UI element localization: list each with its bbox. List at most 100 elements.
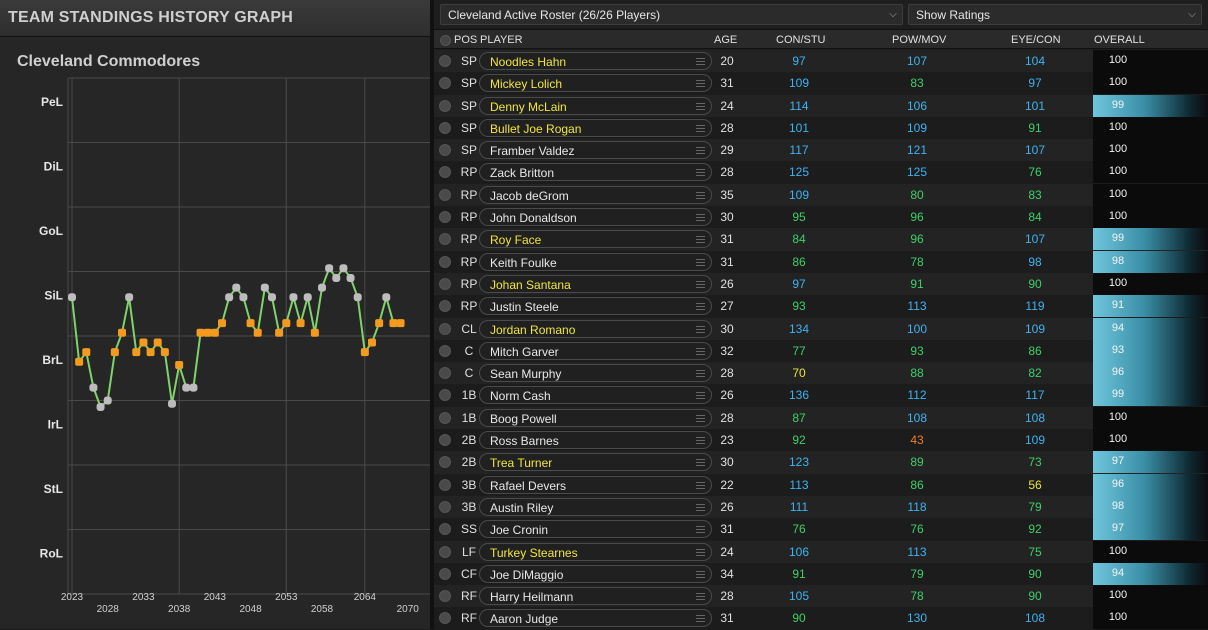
- row-select-toggle[interactable]: [439, 590, 451, 603]
- player-name-button[interactable]: Ross Barnes: [479, 431, 712, 450]
- row-select-toggle[interactable]: [439, 478, 451, 491]
- col-con-stu-header[interactable]: CON/STU: [776, 34, 826, 46]
- table-row[interactable]: 1B Boog Powell 28 87 108 108 100: [434, 406, 1208, 430]
- player-menu-icon[interactable]: [696, 191, 705, 201]
- player-name-button[interactable]: Johan Santana: [479, 274, 712, 293]
- col-pow-mov-header[interactable]: POW/MOV: [892, 34, 947, 46]
- table-row[interactable]: RP Justin Steele 27 93 113 119 91: [434, 295, 1208, 318]
- row-select-toggle[interactable]: [439, 500, 451, 513]
- row-select-toggle[interactable]: [439, 545, 451, 558]
- table-row[interactable]: CL Jordan Romano 30 134 100 109 94: [434, 317, 1208, 340]
- player-menu-icon[interactable]: [696, 392, 705, 401]
- player-name-button[interactable]: Rafael Devers: [479, 475, 712, 494]
- player-menu-icon[interactable]: [696, 124, 705, 134]
- player-name-button[interactable]: Sean Murphy: [479, 364, 712, 383]
- row-select-toggle[interactable]: [439, 233, 451, 246]
- table-row[interactable]: SP Noodles Hahn 20 97 107 104 100: [434, 50, 1208, 73]
- player-name-button[interactable]: John Donaldson: [479, 208, 712, 227]
- table-row[interactable]: RP Keith Foulke 31 86 78 98 98: [434, 250, 1208, 273]
- player-menu-icon[interactable]: [696, 280, 705, 290]
- row-select-toggle[interactable]: [439, 367, 451, 380]
- table-row[interactable]: LF Turkey Stearnes 24 106 113 75 100: [434, 540, 1208, 563]
- player-menu-icon[interactable]: [696, 258, 705, 268]
- player-menu-icon[interactable]: [696, 169, 705, 178]
- player-name-button[interactable]: Norm Cash: [479, 386, 712, 405]
- row-select-toggle[interactable]: [439, 389, 451, 402]
- player-name-button[interactable]: Joe DiMaggio: [479, 564, 712, 583]
- player-menu-icon[interactable]: [696, 370, 705, 379]
- player-menu-icon[interactable]: [696, 80, 705, 89]
- row-select-toggle[interactable]: [439, 612, 451, 625]
- table-row[interactable]: C Sean Murphy 28 70 88 82 96: [434, 362, 1208, 385]
- row-select-toggle[interactable]: [439, 121, 451, 134]
- player-name-button[interactable]: Jordan Romano: [479, 319, 712, 338]
- row-select-toggle[interactable]: [439, 300, 451, 313]
- table-row[interactable]: RP Zack Britton 28 125 125 76 100: [434, 161, 1208, 184]
- player-name-button[interactable]: Harry Heilmann: [479, 587, 712, 606]
- player-name-button[interactable]: Denny McLain: [479, 96, 712, 115]
- player-menu-icon[interactable]: [696, 503, 705, 513]
- row-select-toggle[interactable]: [439, 344, 451, 357]
- col-eye-con-header[interactable]: EYE/CON: [1011, 34, 1061, 46]
- table-row[interactable]: RP Jacob deGrom 35 109 80 83 100: [434, 183, 1208, 207]
- player-name-button[interactable]: Keith Foulke: [479, 252, 712, 271]
- row-select-toggle[interactable]: [439, 322, 451, 335]
- player-menu-icon[interactable]: [696, 347, 705, 357]
- row-select-toggle[interactable]: [439, 166, 451, 179]
- player-menu-icon[interactable]: [696, 481, 705, 491]
- table-row[interactable]: C Mitch Garver 32 77 93 86 93: [434, 339, 1208, 363]
- player-name-button[interactable]: Aaron Judge: [479, 609, 712, 628]
- player-menu-icon[interactable]: [696, 303, 705, 312]
- table-row[interactable]: RP John Donaldson 30 95 96 84 100: [434, 206, 1208, 229]
- player-name-button[interactable]: Mickey Lolich: [479, 74, 712, 93]
- row-select-toggle[interactable]: [439, 77, 451, 90]
- player-menu-icon[interactable]: [696, 236, 705, 245]
- table-row[interactable]: RF Aaron Judge 31 90 130 108 100: [434, 607, 1208, 630]
- player-menu-icon[interactable]: [696, 548, 705, 558]
- player-name-button[interactable]: Framber Valdez: [479, 141, 712, 160]
- table-row[interactable]: CF Joe DiMaggio 34 91 79 90 94: [434, 562, 1208, 586]
- view-mode-dropdown[interactable]: Show Ratings ⌵: [908, 4, 1202, 25]
- player-name-button[interactable]: Bullet Joe Rogan: [479, 118, 712, 137]
- roster-select-dropdown[interactable]: Cleveland Active Roster (26/26 Players) …: [440, 4, 903, 25]
- row-select-toggle[interactable]: [439, 411, 451, 424]
- col-overall-header[interactable]: OVERALL: [1094, 34, 1145, 46]
- player-name-button[interactable]: Jacob deGrom: [479, 185, 712, 204]
- table-row[interactable]: SP Framber Valdez 29 117 121 107 100: [434, 139, 1208, 162]
- player-menu-icon[interactable]: [696, 58, 705, 67]
- row-select-toggle[interactable]: [439, 55, 451, 67]
- player-menu-icon[interactable]: [696, 593, 705, 602]
- player-menu-icon[interactable]: [696, 147, 705, 156]
- table-row[interactable]: 3B Rafael Devers 22 113 86 56 96: [434, 473, 1208, 496]
- table-row[interactable]: RP Johan Santana 26 97 91 90 100: [434, 272, 1208, 296]
- player-name-button[interactable]: Boog Powell: [479, 408, 712, 427]
- table-row[interactable]: 2B Trea Turner 30 123 89 73 97: [434, 451, 1208, 474]
- row-select-toggle[interactable]: [439, 567, 451, 580]
- player-name-button[interactable]: Justin Steele: [479, 297, 712, 316]
- col-age-header[interactable]: AGE: [714, 34, 738, 46]
- table-row[interactable]: 2B Ross Barnes 23 92 43 109 100: [434, 429, 1208, 452]
- player-menu-icon[interactable]: [696, 526, 705, 535]
- player-menu-icon[interactable]: [696, 459, 705, 468]
- player-name-button[interactable]: Trea Turner: [479, 453, 712, 472]
- table-row[interactable]: RF Harry Heilmann 28 105 78 90 100: [434, 585, 1208, 608]
- row-select-toggle[interactable]: [439, 255, 451, 268]
- table-row[interactable]: SS Joe Cronin 31 76 76 92 97: [434, 518, 1208, 541]
- player-menu-icon[interactable]: [696, 570, 705, 580]
- row-select-toggle[interactable]: [439, 99, 451, 112]
- table-row[interactable]: SP Denny McLain 24 114 106 101 99: [434, 94, 1208, 117]
- row-select-toggle[interactable]: [439, 211, 451, 224]
- player-name-button[interactable]: Noodles Hahn: [479, 52, 712, 70]
- player-menu-icon[interactable]: [696, 437, 705, 446]
- row-select-toggle[interactable]: [439, 456, 451, 469]
- table-row[interactable]: 3B Austin Riley 26 111 118 79 98: [434, 495, 1208, 519]
- player-name-button[interactable]: Turkey Stearnes: [479, 542, 712, 561]
- row-select-toggle[interactable]: [439, 434, 451, 447]
- player-menu-icon[interactable]: [696, 325, 705, 335]
- col-pos-header[interactable]: POS: [454, 34, 478, 46]
- player-menu-icon[interactable]: [696, 414, 705, 424]
- table-row[interactable]: RP Roy Face 31 84 96 107 99: [434, 228, 1208, 251]
- player-menu-icon[interactable]: [696, 615, 705, 624]
- player-menu-icon[interactable]: [696, 214, 705, 223]
- player-name-button[interactable]: Mitch Garver: [479, 341, 712, 360]
